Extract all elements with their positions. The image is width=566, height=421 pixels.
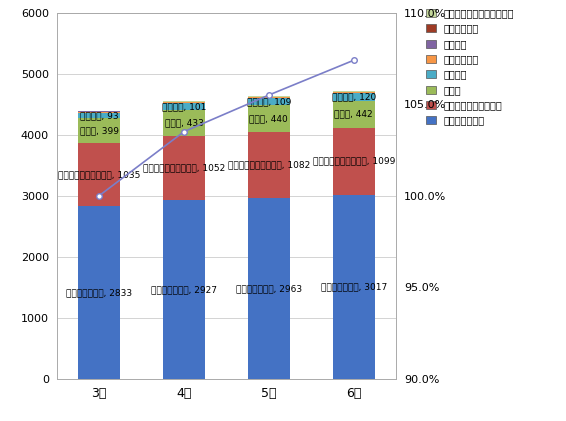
Bar: [332, 93, 375, 101]
Text: カリテコ, 101: カリテコ, 101: [162, 102, 206, 111]
Bar: [78, 112, 120, 113]
Text: カリテコ, 120: カリテコ, 120: [332, 93, 376, 101]
Text: カレコ, 433: カレコ, 433: [165, 118, 203, 127]
Text: タイムズプラス, 3017: タイムズプラス, 3017: [320, 282, 387, 291]
Bar: [163, 101, 205, 102]
Bar: [78, 206, 120, 379]
Text: オリックスカーシェア, 1052: オリックスカーシェア, 1052: [143, 164, 225, 173]
Bar: [248, 132, 290, 198]
Bar: [163, 136, 205, 200]
Bar: [248, 198, 290, 379]
Bar: [163, 104, 205, 109]
Text: タイムズプラス, 2833: タイムズプラス, 2833: [66, 288, 132, 297]
Bar: [78, 111, 120, 112]
Bar: [248, 99, 290, 105]
Bar: [332, 92, 375, 93]
Text: カレコ, 399: カレコ, 399: [80, 126, 118, 135]
Bar: [332, 128, 375, 195]
Legend: ガリバーカーシェアメイト, まちのりくん, エコロカ, アース・カー, カリテコ, カレコ, オリックスカーシェア, タイムズプラス: ガリバーカーシェアメイト, まちのりくん, エコロカ, アース・カー, カリテコ…: [423, 5, 517, 128]
Bar: [332, 101, 375, 128]
Text: カリテコ, 93: カリテコ, 93: [80, 111, 118, 120]
Bar: [248, 96, 290, 97]
Bar: [163, 200, 205, 379]
Bar: [78, 118, 120, 143]
Bar: [163, 102, 205, 104]
Text: タイムズプラス, 2927: タイムズプラス, 2927: [151, 285, 217, 294]
Text: カリテコ, 109: カリテコ, 109: [247, 97, 291, 106]
Bar: [78, 113, 120, 118]
Bar: [78, 143, 120, 206]
Text: オリックスカーシェア, 1082: オリックスカーシェア, 1082: [228, 160, 310, 170]
Text: オリックスカーシェア, 1035: オリックスカーシェア, 1035: [58, 170, 140, 179]
Bar: [248, 105, 290, 132]
Text: オリックスカーシェア, 1099: オリックスカーシェア, 1099: [312, 157, 395, 166]
Text: カレコ, 442: カレコ, 442: [335, 109, 373, 119]
Bar: [332, 195, 375, 379]
Text: カレコ, 440: カレコ, 440: [250, 114, 288, 123]
Bar: [248, 97, 290, 98]
Bar: [248, 98, 290, 99]
Text: タイムズプラス, 2963: タイムズプラス, 2963: [236, 284, 302, 293]
Bar: [163, 109, 205, 136]
